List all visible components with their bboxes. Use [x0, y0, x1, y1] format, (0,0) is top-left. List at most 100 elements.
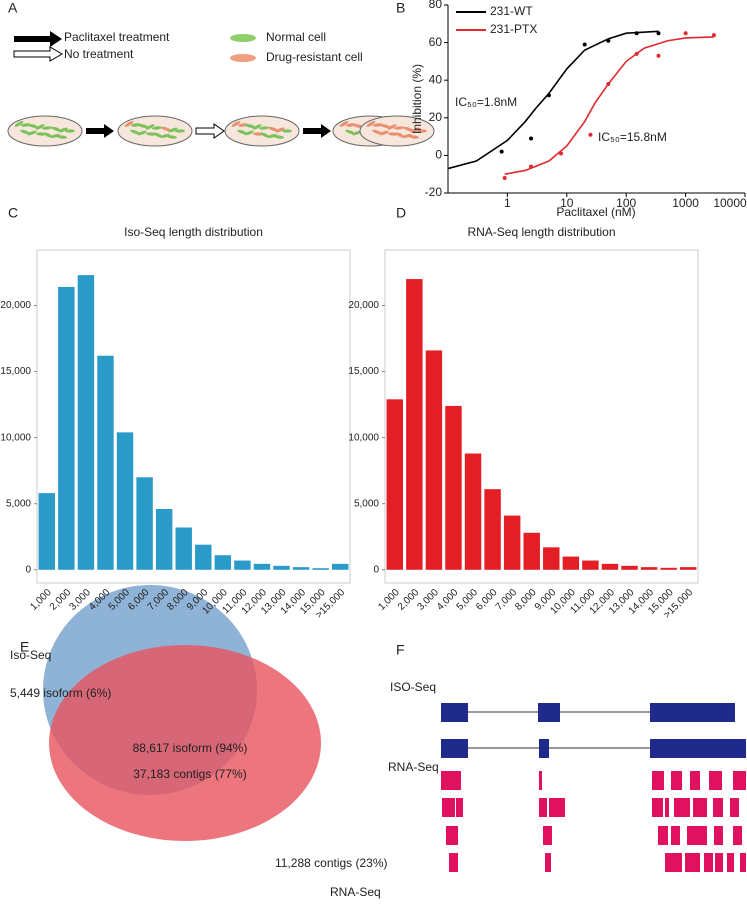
y-tick-label: 0 [373, 564, 379, 575]
cell [51, 126, 61, 132]
arrow-icon [195, 123, 225, 139]
bar [58, 287, 75, 570]
read [690, 771, 700, 790]
cell [373, 123, 383, 127]
y-axis-label: Inhibition (%) [410, 64, 424, 134]
set-label: Iso-Seq [10, 648, 51, 662]
read [733, 826, 742, 845]
point [683, 31, 688, 36]
read [652, 771, 664, 790]
x-tick-label: 4,000 [435, 587, 461, 613]
cell [282, 129, 292, 133]
point [582, 42, 587, 47]
cell [274, 135, 284, 139]
bar [273, 565, 290, 570]
bar [136, 477, 153, 570]
set-label: RNA-Seq [330, 885, 381, 899]
bar [97, 355, 114, 570]
bar [484, 489, 501, 570]
cell [417, 129, 427, 133]
bar [406, 279, 423, 570]
x-tick-label: 100 [616, 196, 636, 210]
exon [441, 703, 468, 722]
exon [650, 739, 746, 758]
cell [20, 129, 30, 135]
bar [464, 453, 482, 570]
read [665, 798, 669, 817]
bar [680, 567, 697, 570]
cell [231, 121, 241, 127]
panel-label: D [396, 205, 406, 221]
cell [394, 126, 404, 130]
read [727, 853, 734, 872]
annotation: IC₅₀=15.8nM [598, 130, 667, 144]
legend-text: Drug-resistant cell [266, 50, 363, 64]
cell [259, 126, 269, 130]
x-tick-label: 1,000 [28, 587, 54, 613]
cell [380, 124, 390, 128]
dishes [7, 115, 435, 147]
y-tick-label: -20 [425, 185, 443, 199]
cell-icon [230, 34, 256, 42]
y-tick-label: 0 [435, 148, 442, 162]
read [441, 771, 461, 790]
arrow-icon [86, 124, 114, 138]
cell [57, 135, 67, 139]
cell [387, 124, 397, 130]
read [658, 826, 668, 845]
read [733, 771, 746, 790]
arrow-icon [14, 31, 62, 47]
bar [253, 563, 271, 570]
arrow-icon [13, 46, 63, 62]
read [446, 826, 458, 845]
read [671, 771, 682, 790]
bar [234, 560, 251, 570]
legend-text: Paclitaxel treatment [64, 30, 170, 44]
cell [145, 124, 155, 130]
read [730, 798, 739, 817]
bar [601, 563, 619, 570]
y-tick-label: 20 [429, 110, 443, 124]
bar [292, 567, 310, 570]
cell [402, 134, 412, 138]
x-tick-label: 1000 [672, 196, 699, 210]
y-tick-label: 10,000 [0, 432, 31, 443]
point [529, 136, 534, 141]
cell [161, 126, 171, 132]
read [671, 826, 680, 845]
cell [28, 124, 38, 128]
bar [77, 275, 95, 570]
cell [245, 124, 255, 128]
cell [35, 124, 45, 130]
read [549, 798, 565, 817]
bar [116, 432, 134, 570]
point [559, 151, 564, 156]
x-tick-label: 2,000 [48, 587, 74, 613]
read [539, 798, 547, 817]
exon [539, 739, 549, 758]
chart-title: Iso-Seq length distribution [124, 225, 263, 239]
legend-text: No treatment [64, 47, 134, 61]
cell [339, 121, 349, 127]
cell [267, 134, 277, 138]
track-label: RNA-Seq [388, 760, 439, 774]
venn-text: 37,183 contigs (77%) [133, 767, 246, 781]
point [546, 93, 551, 98]
panel-label: F [396, 642, 405, 658]
cell [138, 124, 148, 128]
panel-label: B [396, 0, 405, 16]
fit-line [504, 36, 714, 175]
cell [353, 124, 363, 128]
annotation: IC₅₀=1.8nM [455, 95, 517, 109]
read [449, 853, 458, 872]
frame [36, 249, 351, 584]
x-axis-label: Paclitaxel (nM) [556, 205, 635, 219]
bar [621, 565, 638, 570]
cell [268, 126, 278, 132]
read [715, 853, 723, 872]
panel-a: Paclitaxel treatment No treatment Normal… [7, 30, 435, 147]
x-tick-label: 10000 [713, 196, 747, 210]
cell [152, 126, 162, 130]
bar [503, 515, 521, 570]
exon [538, 703, 560, 722]
